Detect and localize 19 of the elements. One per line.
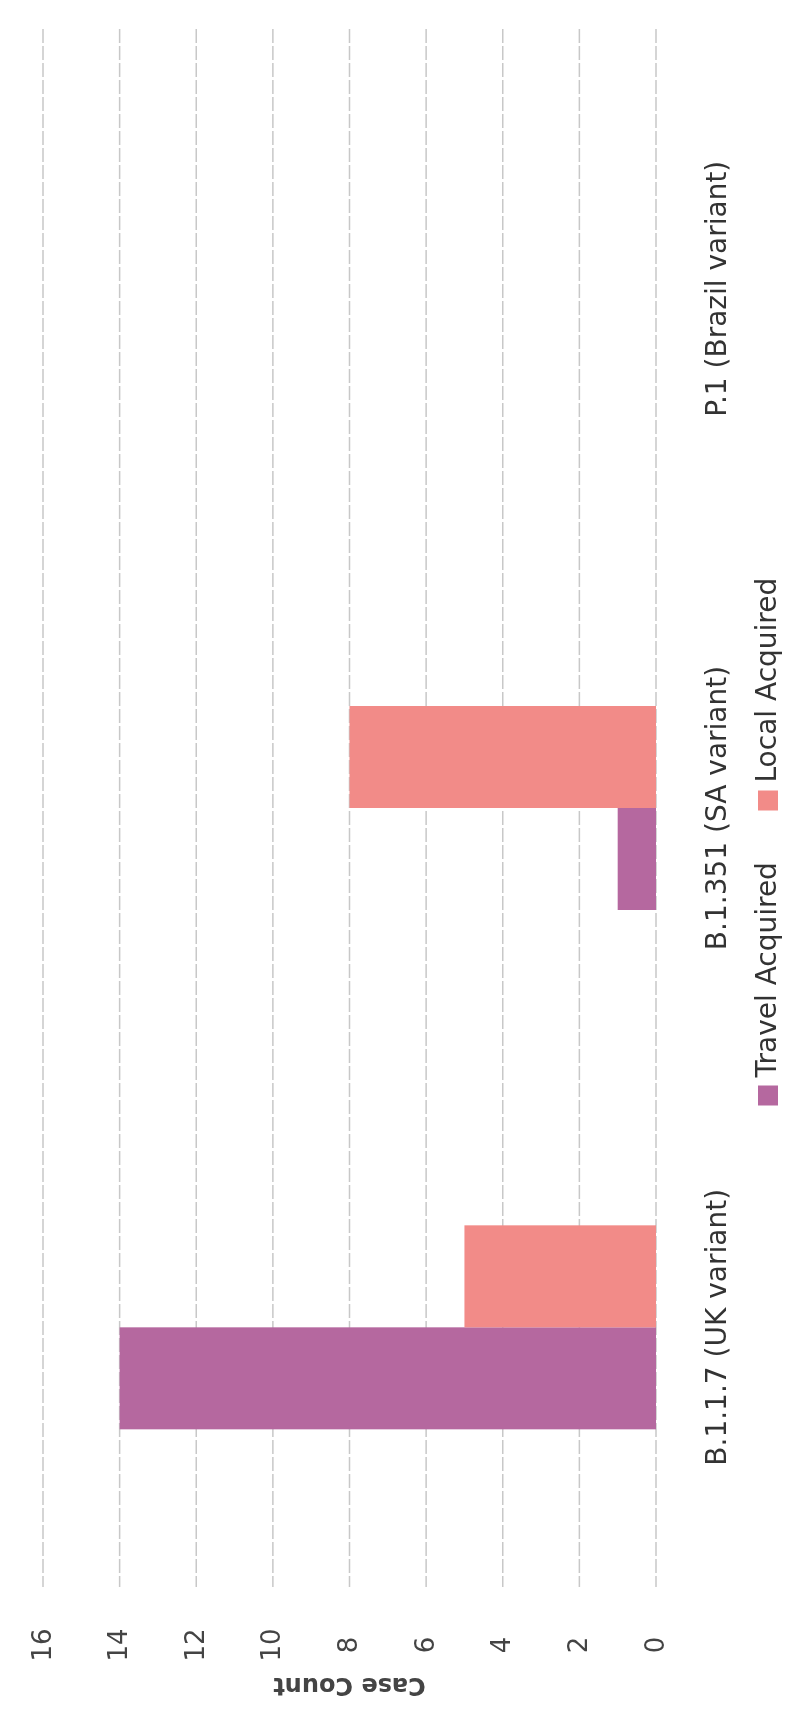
bar: [119, 1327, 656, 1430]
x-tick-label: 4: [486, 1636, 517, 1654]
text: Local Acquired: [750, 577, 783, 783]
x-tick-label: 16: [26, 1628, 57, 1662]
y-tick-label: B.1.1.7 (UK variant): [700, 1188, 733, 1466]
bar: [464, 1225, 656, 1328]
x-tick-label: 14: [103, 1628, 134, 1662]
x-tick-label: 0: [639, 1636, 670, 1654]
text: Travel Acquired: [750, 862, 783, 1079]
y-tick-label: P.1 (Brazil variant): [700, 160, 733, 417]
bar: [617, 808, 656, 910]
y-tick-label: B.1.351 (SA variant): [700, 665, 733, 951]
x-tick-label: 2: [562, 1636, 593, 1654]
bar: [349, 706, 656, 808]
x-tick-label: 12: [179, 1628, 210, 1662]
x-axis-title: Case Count: [273, 1672, 426, 1700]
x-tick-label: 8: [333, 1636, 363, 1654]
x-tick-label: 6: [409, 1636, 440, 1654]
x-tick-label: 10: [256, 1628, 287, 1662]
